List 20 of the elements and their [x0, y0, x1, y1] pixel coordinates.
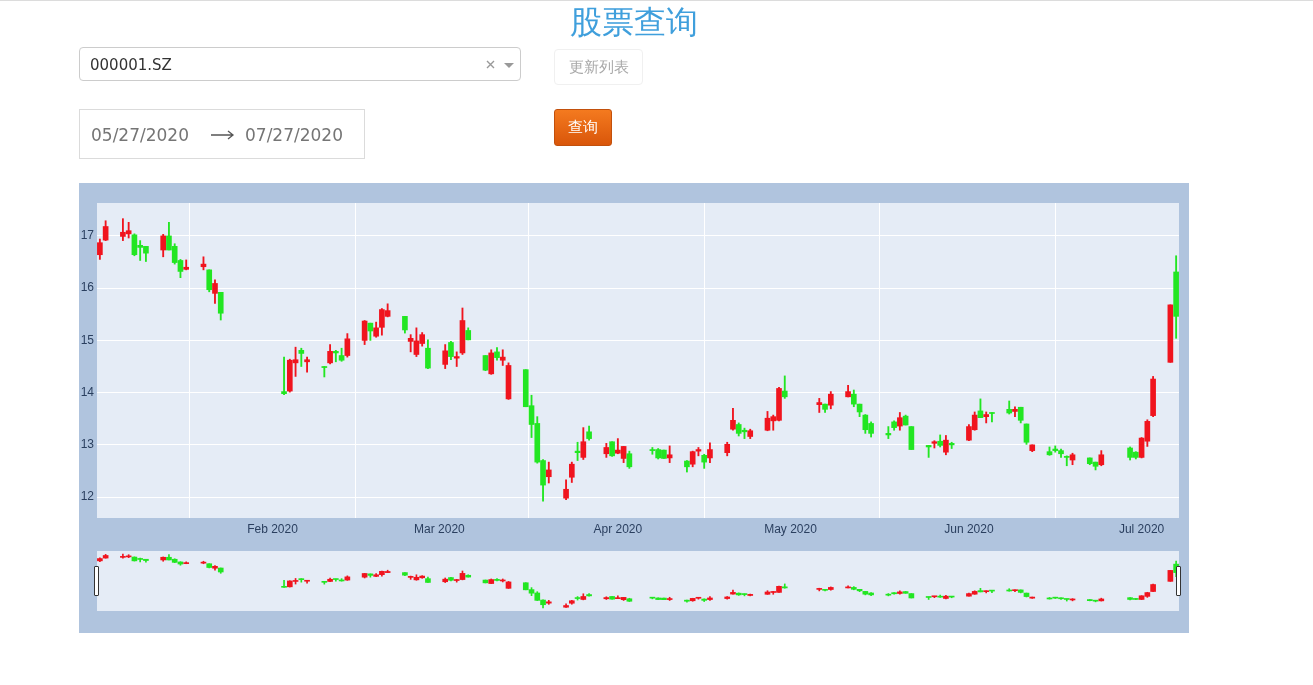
- x-tick-label: Feb 2020: [247, 521, 299, 536]
- y-tick-label: 12: [80, 489, 95, 504]
- x-tick-label: Jun 2020: [944, 521, 994, 536]
- y-tick-label: 16: [80, 280, 95, 295]
- y-tick-label: 13: [80, 437, 95, 452]
- x-tick-label: Jul 2020: [1118, 521, 1165, 536]
- x-tick-label: Apr 2020: [593, 521, 643, 536]
- x-tick-label: Mar 2020: [414, 521, 466, 536]
- chart-title: 股票查询: [569, 2, 699, 42]
- y-tick-label: 15: [80, 332, 95, 347]
- candlestick: [281, 356, 287, 396]
- text: 更新列表: [554, 49, 643, 85]
- candlestick: [304, 356, 310, 373]
- x-tick-label: May 2020: [764, 521, 818, 536]
- y-tick-label: 17: [80, 228, 95, 243]
- date-range-field: 05/27/2020 07/27/2020: [79, 109, 365, 159]
- stock-select: 000001.SZ: [79, 47, 521, 81]
- candlestick: [453, 351, 460, 367]
- y-tick-label: 14: [80, 384, 95, 399]
- text: 查询: [554, 109, 612, 146]
